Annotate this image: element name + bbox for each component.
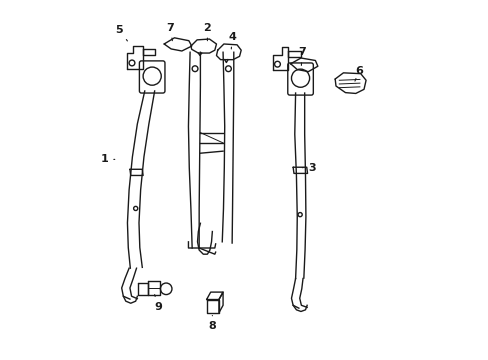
Text: 9: 9 xyxy=(154,294,162,312)
Text: 3: 3 xyxy=(302,163,316,173)
Text: 6: 6 xyxy=(354,66,362,81)
Text: 1: 1 xyxy=(101,154,115,165)
Text: 2: 2 xyxy=(203,23,211,41)
Text: 7: 7 xyxy=(166,23,174,41)
Text: 4: 4 xyxy=(228,32,236,49)
Text: 5: 5 xyxy=(115,24,127,41)
FancyBboxPatch shape xyxy=(139,61,164,93)
FancyBboxPatch shape xyxy=(287,63,313,95)
Text: 8: 8 xyxy=(208,315,216,331)
Text: 7: 7 xyxy=(298,47,305,66)
